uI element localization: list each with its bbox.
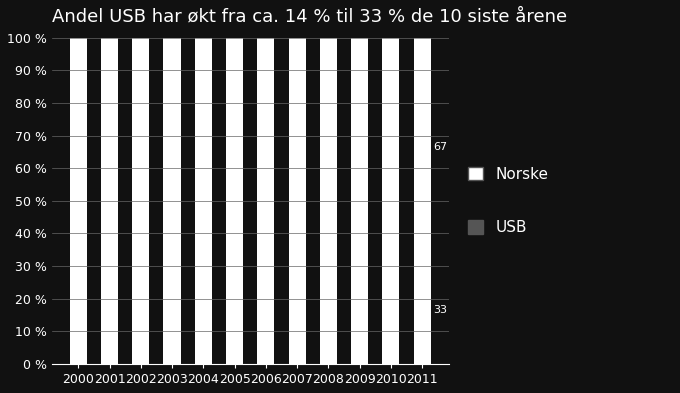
Bar — [413, 38, 430, 256]
Text: 67: 67 — [433, 142, 447, 152]
Bar — [351, 38, 368, 269]
Bar — [226, 38, 243, 296]
Bar — [382, 263, 399, 364]
Legend: Norske, USB: Norske, USB — [460, 159, 556, 242]
Bar — [101, 315, 118, 364]
Bar — [70, 318, 87, 364]
Bar — [132, 38, 150, 309]
Bar — [382, 38, 399, 263]
Bar — [413, 256, 430, 364]
Bar — [226, 296, 243, 364]
Bar — [288, 283, 306, 364]
Bar — [70, 38, 87, 318]
Bar — [194, 38, 212, 302]
Text: 33: 33 — [433, 305, 447, 315]
Bar — [257, 289, 275, 364]
Bar — [320, 38, 337, 276]
Bar — [132, 309, 150, 364]
Bar — [101, 38, 118, 315]
Bar — [163, 38, 181, 305]
Text: Andel USB har økt fra ca. 14 % til 33 % de 10 siste årene: Andel USB har økt fra ca. 14 % til 33 % … — [52, 7, 567, 25]
Bar — [163, 305, 181, 364]
Bar — [351, 269, 368, 364]
Bar — [288, 38, 306, 283]
Bar — [320, 276, 337, 364]
Bar — [194, 302, 212, 364]
Bar — [257, 38, 275, 289]
